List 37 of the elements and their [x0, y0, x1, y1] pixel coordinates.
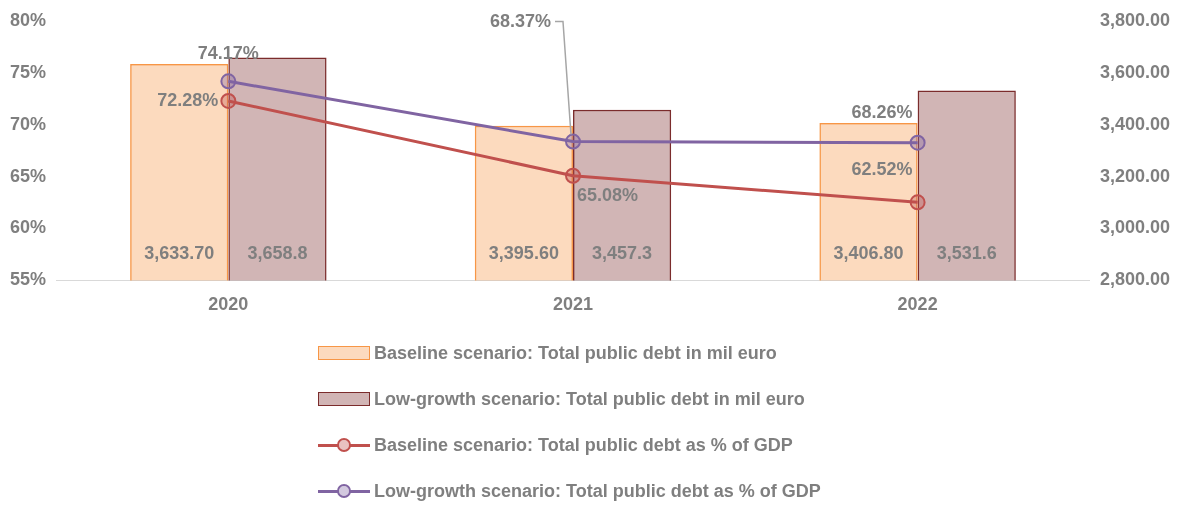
point — [220, 73, 237, 90]
data-label: 68.37% — [489, 10, 551, 31]
y-tick-label: 55% — [10, 269, 47, 290]
y-tick-label: 60% — [10, 217, 47, 238]
legend-label: Low-growth scenario: Total public debt as % of GDP — [374, 480, 821, 502]
y2-tick-label: 2,800.00 — [1099, 269, 1171, 290]
y-tick-label: 65% — [10, 165, 47, 186]
data-label: 62.52% — [851, 159, 913, 180]
x-tick-label: 2021 — [552, 294, 593, 315]
point — [909, 134, 926, 151]
y-tick-label: 75% — [10, 61, 47, 82]
data-label: 72.28% — [157, 89, 219, 110]
point — [220, 92, 237, 109]
x-tick-label: 2020 — [208, 294, 249, 315]
point — [909, 194, 926, 211]
y2-tick-label: 3,800.00 — [1099, 9, 1171, 30]
legend-label: Low-growth scenario: Total public debt in mil euro — [374, 388, 805, 410]
y-tick-label: 70% — [10, 113, 47, 134]
x-tick-label: 2022 — [897, 294, 938, 315]
data-label: 3,457.3 — [592, 243, 653, 264]
data-label: 3,531.6 — [936, 243, 997, 264]
data-label: 3,395.60 — [488, 243, 559, 264]
data-label: 65.08% — [576, 184, 639, 205]
y2-tick-label: 3,600.00 — [1099, 61, 1171, 82]
data-label: 68.26% — [851, 101, 913, 122]
data-label: 3,658.8 — [247, 243, 308, 264]
data-label: 3,406.80 — [833, 243, 904, 264]
point — [564, 133, 581, 150]
y-tick-label: 80% — [10, 9, 47, 30]
legend-label: Baseline scenario: Total public debt in mil euro — [374, 342, 777, 364]
y2-tick-label: 3,000.00 — [1099, 217, 1171, 238]
legend-label: Baseline scenario: Total public debt as % of GDP — [374, 434, 793, 456]
data-label: 74.17% — [197, 43, 259, 64]
y2-tick-label: 3,400.00 — [1099, 113, 1171, 134]
point — [564, 167, 581, 184]
data-label: 3,633.70 — [144, 243, 215, 264]
y2-tick-label: 3,200.00 — [1099, 165, 1171, 186]
